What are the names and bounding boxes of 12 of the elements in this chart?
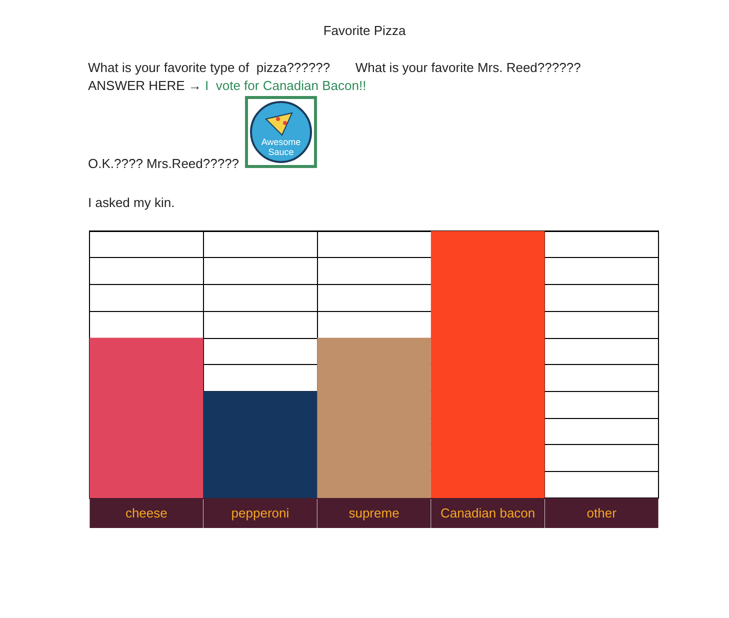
x-tick-label: pepperoni bbox=[231, 506, 290, 520]
x-tick-label: other bbox=[586, 506, 618, 520]
text: I asked my kin. bbox=[88, 195, 175, 210]
x-tick-label: cheese bbox=[125, 506, 168, 520]
x-tick-label: supreme bbox=[348, 506, 400, 520]
text: I vote for Canadian Bacon!! bbox=[205, 78, 366, 93]
text: ANSWER HERE → bbox=[88, 78, 202, 93]
text: What is your favorite type of pizza?????? What is your favorite Mrs. Reed?????? bbox=[88, 60, 581, 75]
pizza-badge-icon: Awesome Sauce bbox=[245, 96, 317, 168]
chart-title: Favorite Pizza bbox=[322, 23, 407, 38]
x-tick-label: Canadian bacon bbox=[440, 506, 536, 520]
text: O.K.???? Mrs.Reed????? bbox=[88, 156, 240, 171]
